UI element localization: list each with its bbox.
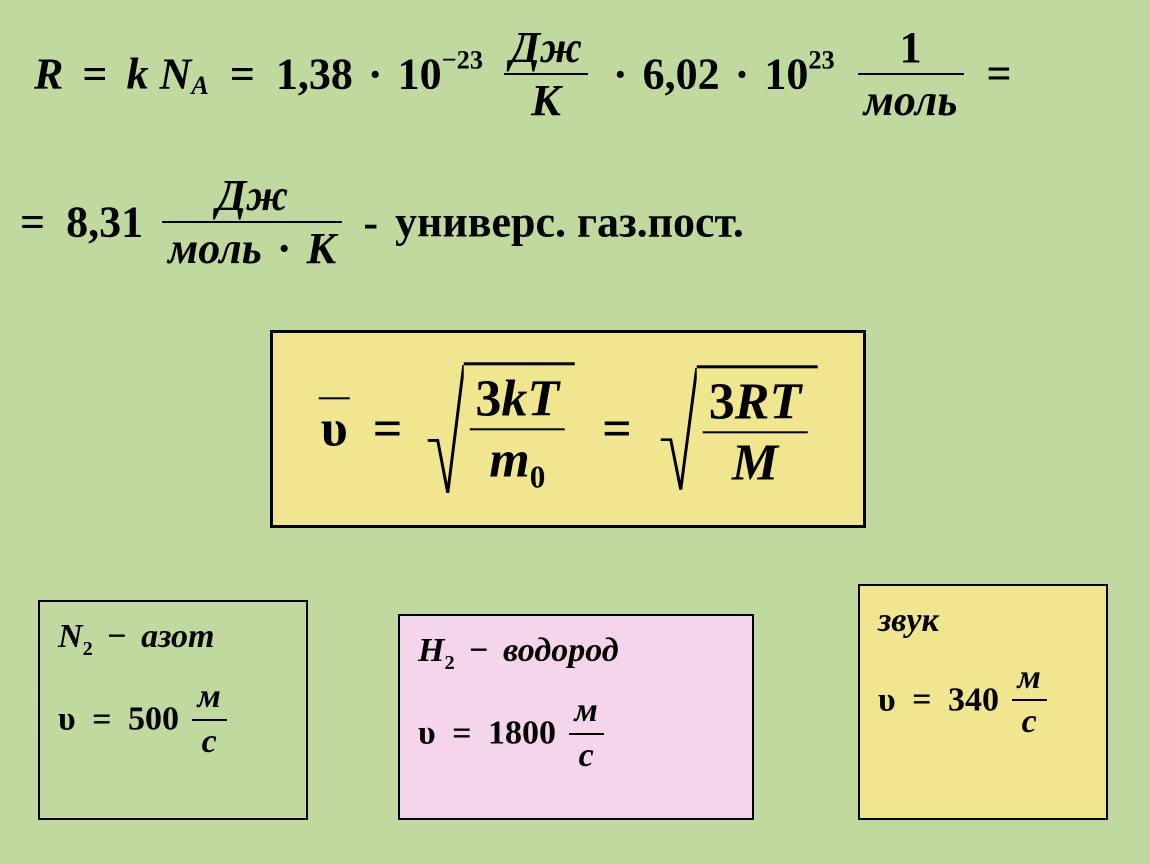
sym-v: υ xyxy=(418,715,436,752)
sym-T: T xyxy=(527,370,559,427)
unit-num: м xyxy=(1012,657,1047,702)
sym-T: T xyxy=(769,374,801,431)
dash: - xyxy=(363,198,378,247)
nitrogen-box: N2 − азот υ = 500 м с xyxy=(38,600,308,820)
unit-den: моль · К xyxy=(162,223,342,274)
sym-A-sub: A xyxy=(191,70,209,100)
sub-2: 2 xyxy=(83,638,93,660)
unit-num: м xyxy=(192,676,227,721)
unit-den: с xyxy=(569,735,604,778)
frac-3rt-m: 3RT M xyxy=(703,373,807,493)
unit-num: 1 xyxy=(858,22,964,75)
exp: 23 xyxy=(808,44,834,74)
dot: · xyxy=(277,224,292,273)
num: 3RT xyxy=(703,373,807,434)
num: 3kT xyxy=(469,369,565,430)
frac-3kt-m0: 3kT m0 xyxy=(469,369,565,495)
sym-k: k xyxy=(126,50,148,99)
sym-M: M xyxy=(732,435,778,492)
sub-0: 0 xyxy=(530,460,546,495)
val-R: 8,31 xyxy=(66,198,143,247)
rms-speed-formula-box: υ = 3kT m0 = xyxy=(270,330,866,528)
eq: = xyxy=(20,198,45,247)
val-k: 1,38 xyxy=(276,50,353,99)
dash: − xyxy=(107,618,126,655)
unit-num: Дж xyxy=(162,170,342,223)
eq: = xyxy=(452,715,471,752)
sym-R: R xyxy=(735,374,770,431)
sym-N: N xyxy=(58,618,83,655)
rms-speed-formula: υ = 3kT m0 = xyxy=(319,362,818,495)
val: 340 xyxy=(948,681,999,718)
physics-slide: R = k NA = 1,38 · 10−23 Дж К · 6,02 · 10… xyxy=(0,0,1150,864)
sym-k: k xyxy=(501,370,527,427)
sound-label: звук xyxy=(878,600,1088,643)
den: M xyxy=(703,434,807,493)
hydrogen-speed: υ = 1800 м с xyxy=(418,690,734,777)
eq: = xyxy=(373,401,403,458)
sub-2: 2 xyxy=(444,652,454,674)
dot: · xyxy=(368,50,383,99)
radical-icon xyxy=(425,362,463,495)
eq: = xyxy=(82,50,107,99)
sym-R: R xyxy=(34,50,63,99)
nitrogen-speed: υ = 500 м с xyxy=(58,676,288,763)
unit-m-per-s: м с xyxy=(192,676,227,763)
eq: = xyxy=(602,401,632,458)
dot: · xyxy=(613,50,628,99)
ten: 10 xyxy=(764,50,808,99)
caption: универс. газ.пост. xyxy=(395,198,744,247)
unit-m-per-s: м с xyxy=(1012,657,1047,744)
hydrogen-box: H2 − водород υ = 1800 м с xyxy=(398,614,754,820)
ten: 10 xyxy=(398,50,442,99)
sym-m: m xyxy=(489,431,529,488)
sound-box: звук υ = 340 м с xyxy=(858,584,1108,820)
sym-v-bar: υ xyxy=(319,400,350,459)
sym-v: υ xyxy=(319,401,350,458)
unit-num: Дж xyxy=(504,22,588,75)
unit-den: К xyxy=(504,75,588,126)
hydrogen-label: H2 − водород xyxy=(418,630,734,676)
equation-line-1: R = k NA = 1,38 · 10−23 Дж К · 6,02 · 10… xyxy=(34,22,1012,126)
unit-m-per-s: м с xyxy=(569,690,604,777)
sqrt-3rt-over-m: 3RT M xyxy=(659,366,817,493)
eq: = xyxy=(987,50,1012,99)
unit-per-mol: 1 моль xyxy=(858,22,964,126)
dash: − xyxy=(469,632,488,669)
name: звук xyxy=(878,602,939,639)
val-na: 6,02 xyxy=(643,50,720,99)
sqrt-3kt-over-m0: 3kT m0 xyxy=(425,362,575,495)
const-3: 3 xyxy=(709,374,735,431)
name: водород xyxy=(503,632,619,669)
unit-num: м xyxy=(569,690,604,735)
unit-k: К xyxy=(307,224,337,273)
name: азот xyxy=(141,618,214,655)
radical-icon xyxy=(659,366,697,493)
sym-v: υ xyxy=(58,701,76,738)
unit-j-per-mol-k: Дж моль · К xyxy=(162,170,342,274)
eq: = xyxy=(92,701,111,738)
dot: · xyxy=(735,50,750,99)
sym-N: N xyxy=(159,50,191,99)
val: 1800 xyxy=(488,715,556,752)
unit-den: с xyxy=(1012,701,1047,744)
val: 500 xyxy=(128,701,179,738)
eq: = xyxy=(912,681,931,718)
equation-line-2: = 8,31 Дж моль · К - универс. газ.пост. xyxy=(20,170,744,274)
nitrogen-label: N2 − азот xyxy=(58,616,288,662)
unit-j-per-k: Дж К xyxy=(504,22,588,126)
den: m0 xyxy=(469,430,565,495)
unit-den: с xyxy=(192,721,227,764)
sym-H: H xyxy=(418,632,444,669)
sym-v: υ xyxy=(878,681,896,718)
sound-speed: υ = 340 м с xyxy=(878,657,1088,744)
unit-den: моль xyxy=(858,75,964,126)
exp: −23 xyxy=(442,44,483,74)
eq: = xyxy=(230,50,255,99)
unit-mol: моль xyxy=(168,224,262,273)
const-3: 3 xyxy=(475,370,501,427)
